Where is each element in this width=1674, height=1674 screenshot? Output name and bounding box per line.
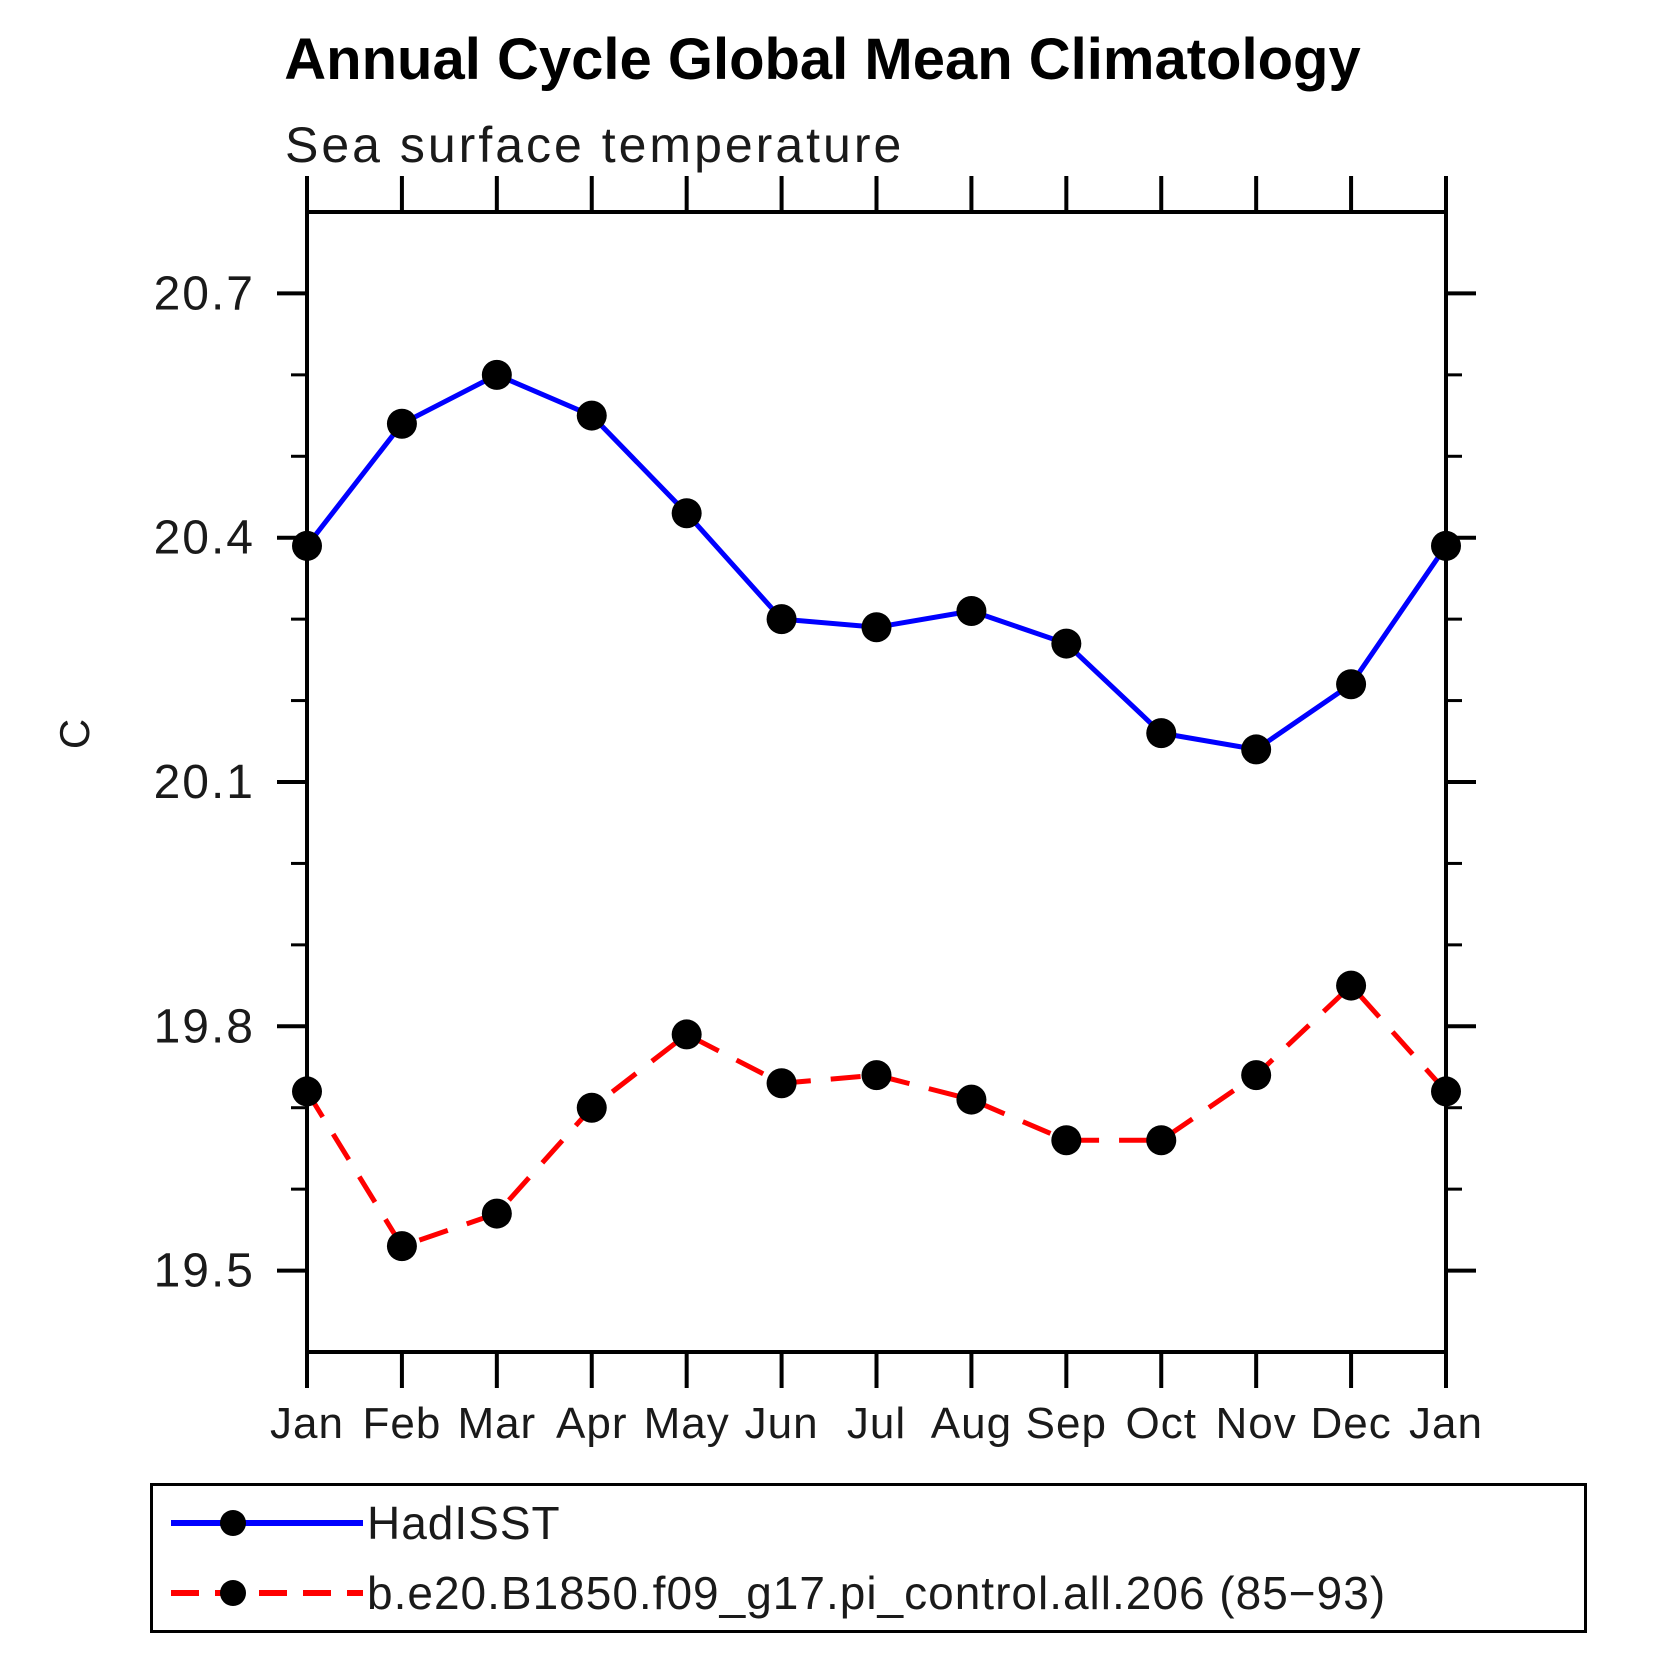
legend-sample-dashed-line — [171, 1580, 363, 1606]
data-point-marker — [861, 1060, 892, 1091]
data-point-marker — [1431, 1076, 1461, 1107]
data-point-marker — [671, 1019, 702, 1050]
data-point-marker — [766, 1068, 797, 1099]
data-point-marker — [861, 612, 892, 643]
x-tick-label: Jan — [1409, 1399, 1483, 1448]
data-point-marker — [386, 1231, 417, 1262]
data-point-marker — [1431, 530, 1461, 561]
legend-sample-solid-line — [171, 1510, 363, 1536]
data-point-marker — [576, 400, 607, 431]
legend-box: HadISST b.e20.B1850.f09_g17.pi_control.a… — [150, 1483, 1587, 1633]
data-point-marker — [386, 408, 417, 439]
y-tick-label: 19.5 — [154, 1245, 255, 1298]
data-point-marker — [956, 596, 987, 626]
x-tick-label: Mar — [457, 1399, 536, 1448]
legend-label-hadisst: HadISST — [367, 1497, 561, 1549]
data-point-marker — [481, 359, 512, 390]
data-point-marker — [1146, 718, 1177, 749]
data-point-marker — [481, 1198, 512, 1229]
data-point-marker — [1051, 628, 1082, 659]
chart-subtitle: Sea surface temperature — [285, 117, 905, 173]
data-point-marker — [1241, 734, 1272, 765]
y-tick-label: 20.4 — [154, 512, 255, 565]
data-point-marker — [292, 1076, 322, 1107]
data-point-marker — [1051, 1125, 1082, 1156]
data-point-marker — [1336, 669, 1367, 700]
x-tick-label: Sep — [1026, 1399, 1107, 1448]
x-tick-label: Dec — [1310, 1399, 1391, 1448]
x-tick-label: Jun — [745, 1399, 819, 1448]
x-tick-label: Jan — [270, 1399, 344, 1448]
data-point-marker — [1241, 1060, 1272, 1091]
legend-entry-model: b.e20.B1850.f09_g17.pi_control.all.206 (… — [153, 1560, 1584, 1626]
data-point-marker — [766, 604, 797, 635]
data-point-marker — [292, 530, 322, 561]
data-point-marker — [956, 1084, 987, 1115]
data-point-marker — [576, 1092, 607, 1123]
x-tick-label: May — [644, 1399, 730, 1448]
x-tick-label: Apr — [556, 1399, 627, 1448]
y-tick-label: 19.8 — [154, 1000, 255, 1053]
series-line-1 — [304, 981, 1448, 1250]
data-point-marker — [1146, 1125, 1177, 1156]
y-axis-label: C — [51, 718, 99, 750]
legend-label-model: b.e20.B1850.f09_g17.pi_control.all.206 (… — [367, 1567, 1387, 1619]
x-tick-label: Oct — [1126, 1399, 1197, 1448]
x-tick-label: Nov — [1216, 1399, 1297, 1448]
x-tick-label: Jul — [847, 1399, 906, 1448]
x-tick-label: Feb — [363, 1399, 442, 1448]
series-line-0 — [305, 372, 1449, 753]
data-point-marker — [1336, 970, 1367, 1001]
y-tick-label: 20.1 — [154, 756, 255, 809]
y-tick-label: 20.7 — [154, 267, 255, 320]
x-tick-label: Aug — [931, 1399, 1012, 1448]
data-point-marker — [671, 498, 702, 529]
legend-entry-hadisst: HadISST — [153, 1490, 1584, 1556]
chart-title: Annual Cycle Global Mean Climatology — [284, 27, 1361, 92]
